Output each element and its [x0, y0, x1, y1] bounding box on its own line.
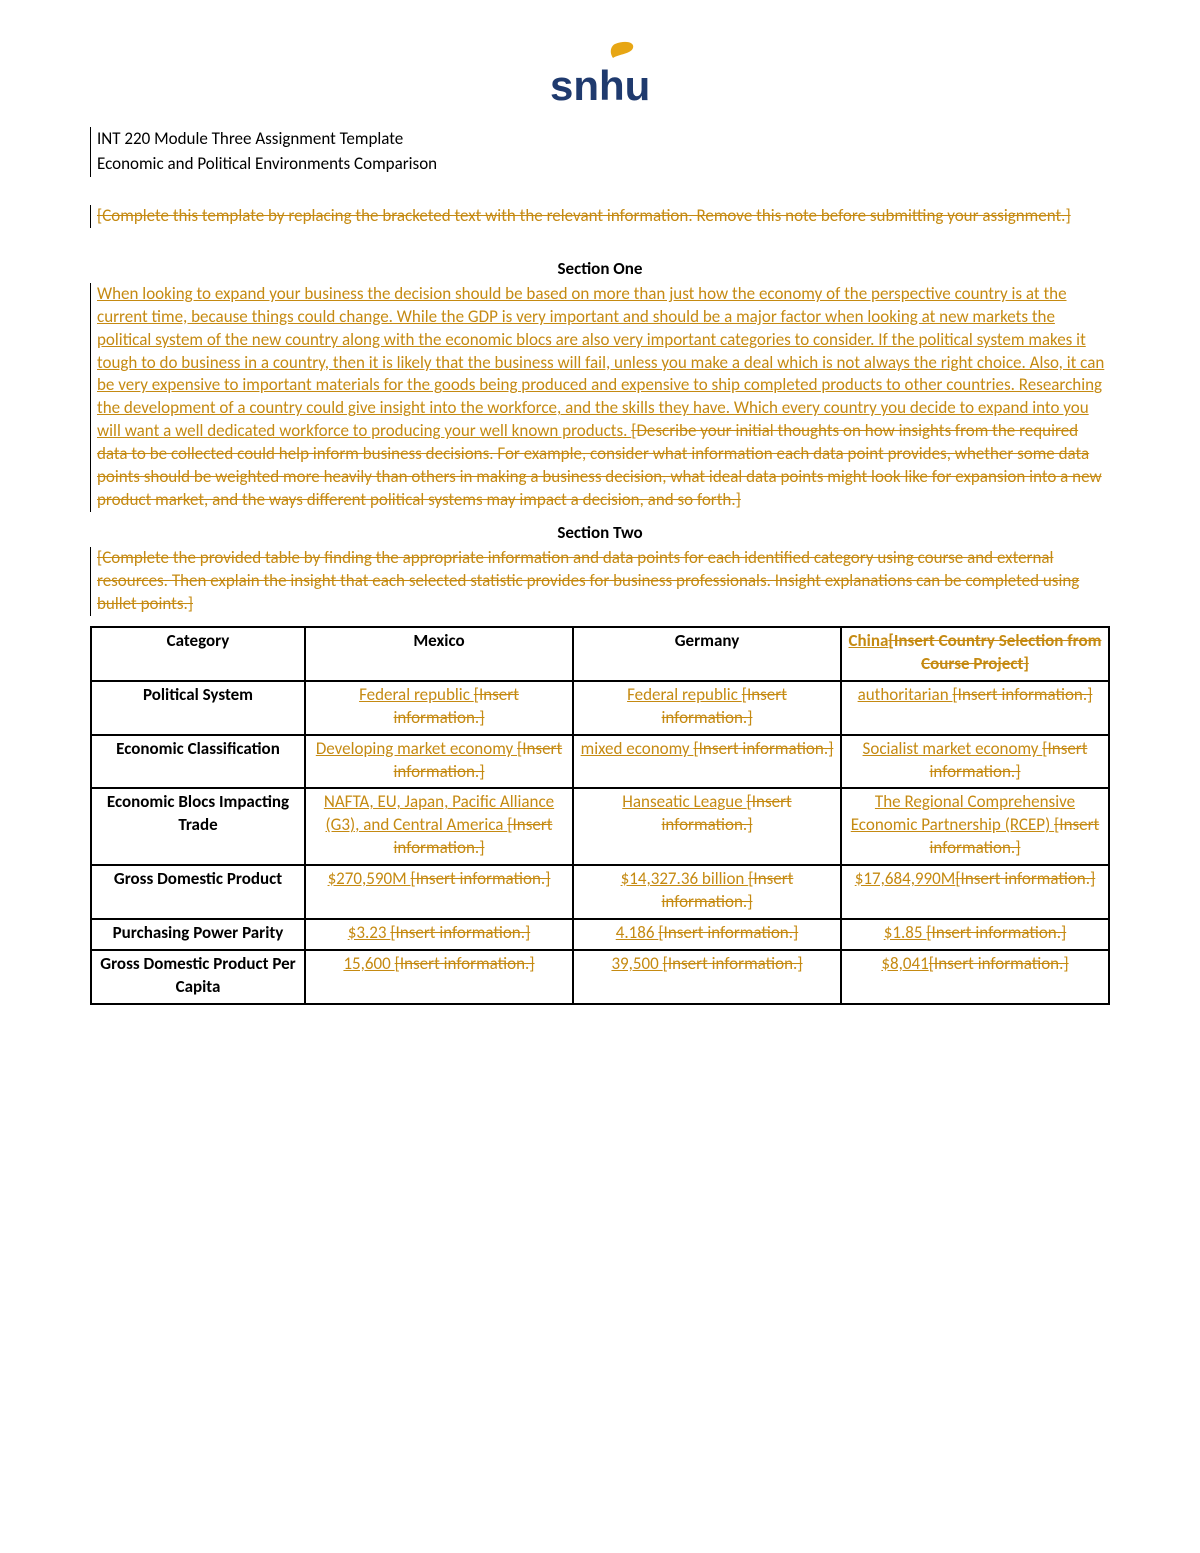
- cell-mexico: $3.23 [Insert information.]: [305, 919, 573, 950]
- cell-underlined: The Regional Comprehensive Economic Part…: [851, 791, 1075, 835]
- cell-struck: [Insert information.]: [663, 953, 803, 974]
- cell-underlined: Federal republic: [359, 684, 474, 705]
- cell-category: Economic Blocs Impacting Trade: [91, 788, 305, 865]
- cell-underlined: $1.85: [884, 922, 927, 943]
- comparison-table: Category Mexico Germany China[Insert Cou…: [90, 626, 1110, 1005]
- th-china: China[Insert Country Selection from Cour…: [841, 627, 1109, 681]
- table-row: Gross Domestic Product Per Capita15,600 …: [91, 950, 1109, 1004]
- table-row: Economic Blocs Impacting TradeNAFTA, EU,…: [91, 788, 1109, 865]
- th-mexico: Mexico: [305, 627, 573, 681]
- cell-category: Economic Classification: [91, 735, 305, 789]
- cell-germany: Hanseatic League [Insert information.]: [573, 788, 841, 865]
- cell-underlined: 4.186: [616, 922, 659, 943]
- cell-china: $8,041[Insert information.]: [841, 950, 1109, 1004]
- table-header-row: Category Mexico Germany China[Insert Cou…: [91, 627, 1109, 681]
- section-two-heading: Section Two: [90, 522, 1110, 545]
- cell-mexico: NAFTA, EU, Japan, Pacific Alliance (G3),…: [305, 788, 573, 865]
- cell-underlined: $14,327.36 billion: [621, 868, 749, 889]
- cell-mexico: 15,600 [Insert information.]: [305, 950, 573, 1004]
- th-china-underlined: China: [849, 630, 889, 651]
- table-row: Economic ClassificationDeveloping market…: [91, 735, 1109, 789]
- cell-underlined: 39,500: [611, 953, 662, 974]
- cell-underlined: $3.23: [348, 922, 391, 943]
- logo-container: snhu: [90, 40, 1110, 117]
- table-row: Political SystemFederal republic [Insert…: [91, 681, 1109, 735]
- cell-germany: mixed economy [Insert information.]: [573, 735, 841, 789]
- snhu-logo: snhu: [545, 40, 655, 117]
- cell-category: Political System: [91, 681, 305, 735]
- cell-underlined: Hanseatic League: [622, 791, 746, 812]
- table-row: Purchasing Power Parity$3.23 [Insert inf…: [91, 919, 1109, 950]
- cell-struck: [Insert information.]: [926, 922, 1066, 943]
- note-text: [Complete this template by replacing the…: [97, 205, 1071, 226]
- cell-germany: 4.186 [Insert information.]: [573, 919, 841, 950]
- section-two-instruction: [Complete the provided table by finding …: [90, 547, 1110, 616]
- header-line-1: INT 220 Module Three Assignment Template: [97, 127, 1110, 152]
- cell-mexico: Federal republic [Insert information.]: [305, 681, 573, 735]
- cell-china: $17,684,990M[Insert information.]: [841, 865, 1109, 919]
- th-china-struck: [Insert Country Selection from Course Pr…: [888, 630, 1101, 674]
- cell-underlined: Socialist market economy: [863, 738, 1043, 759]
- table-row: Gross Domestic Product$270,590M [Insert …: [91, 865, 1109, 919]
- cell-category: Purchasing Power Parity: [91, 919, 305, 950]
- cell-underlined: authoritarian: [858, 684, 953, 705]
- cell-underlined: $8,041: [881, 953, 928, 974]
- cell-underlined: Federal republic: [627, 684, 742, 705]
- cell-china: authoritarian [Insert information.]: [841, 681, 1109, 735]
- cell-struck: [Insert information.]: [395, 953, 535, 974]
- cell-struck: [Insert information.]: [390, 922, 530, 943]
- cell-germany: $14,327.36 billion [Insert information.]: [573, 865, 841, 919]
- cell-underlined: 15,600: [343, 953, 394, 974]
- cell-struck: [Insert information.]: [952, 684, 1092, 705]
- cell-mexico: $270,590M [Insert information.]: [305, 865, 573, 919]
- cell-china: $1.85 [Insert information.]: [841, 919, 1109, 950]
- cell-mexico: Developing market economy [Insert inform…: [305, 735, 573, 789]
- section-one-heading: Section One: [90, 258, 1110, 281]
- cell-underlined: $270,590M: [328, 868, 411, 889]
- cell-underlined: Developing market economy: [316, 738, 517, 759]
- section-one-text-underlined: When looking to expand your business the…: [97, 283, 1104, 442]
- cell-china: The Regional Comprehensive Economic Part…: [841, 788, 1109, 865]
- section-two-instruction-text: [Complete the provided table by finding …: [97, 547, 1079, 614]
- cell-struck: [Insert information.]: [693, 738, 833, 759]
- th-germany: Germany: [573, 627, 841, 681]
- cell-struck: [Insert information.]: [658, 922, 798, 943]
- cell-category: Gross Domestic Product: [91, 865, 305, 919]
- cell-struck: [Insert information.]: [411, 868, 551, 889]
- svg-text:snhu: snhu: [550, 62, 650, 109]
- cell-category: Gross Domestic Product Per Capita: [91, 950, 305, 1004]
- header-line-2: Economic and Political Environments Comp…: [97, 152, 1110, 177]
- cell-germany: 39,500 [Insert information.]: [573, 950, 841, 1004]
- template-note: [Complete this template by replacing the…: [90, 205, 1110, 228]
- cell-struck: [Insert information.]: [929, 953, 1069, 974]
- section-one-body: When looking to expand your business the…: [90, 283, 1110, 512]
- cell-struck: [Insert information.]: [955, 868, 1095, 889]
- cell-underlined: mixed economy: [581, 738, 694, 759]
- document-header: INT 220 Module Three Assignment Template…: [90, 127, 1110, 177]
- cell-germany: Federal republic [Insert information.]: [573, 681, 841, 735]
- cell-china: Socialist market economy [Insert informa…: [841, 735, 1109, 789]
- th-category: Category: [91, 627, 305, 681]
- cell-underlined: $17,684,990M: [855, 868, 956, 889]
